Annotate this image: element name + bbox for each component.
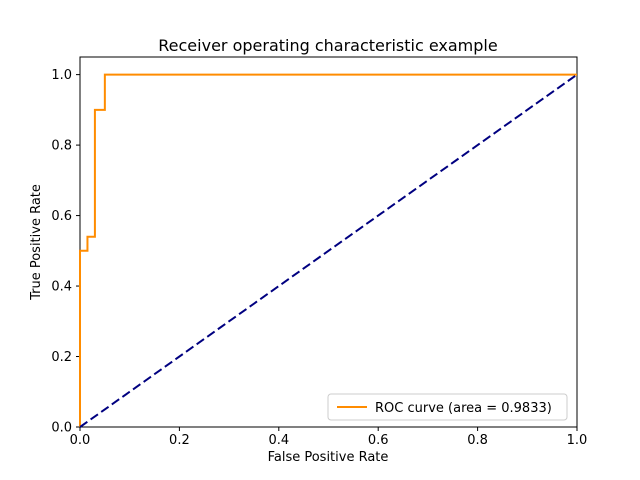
x-axis-label: False Positive Rate <box>268 450 389 465</box>
x-tick-label: 1.0 <box>567 433 588 448</box>
x-tick-label: 0.0 <box>70 433 91 448</box>
plot-area: 0.0 0.2 0.4 0.6 0.8 1.0 0.0 0.2 0.4 0.6 0.8 1.0 <box>51 56 588 448</box>
legend: ROC curve (area = 0.9833) <box>327 393 568 421</box>
y-tick-label: 0.8 <box>51 139 72 154</box>
x-tick-label: 0.2 <box>169 433 190 448</box>
plot-frame <box>79 56 578 428</box>
legend-frame <box>327 393 568 421</box>
x-tick-label: 0.8 <box>467 433 488 448</box>
y-tick-label: 0.6 <box>51 209 72 224</box>
y-axis-label: True Positive Rate <box>29 184 44 301</box>
legend-label: ROC curve (area = 0.9833) <box>375 401 552 416</box>
y-tick-label: 0.4 <box>51 280 72 295</box>
series-chance-diagonal <box>79 73 578 428</box>
series-roc-curve <box>79 73 577 427</box>
y-tick-label: 1.0 <box>51 68 72 83</box>
y-tick-label: 0.0 <box>51 421 72 436</box>
x-tick-label: 0.6 <box>368 433 389 448</box>
y-tick-label: 0.2 <box>51 350 72 365</box>
chart-title: Receiver operating characteristic exampl… <box>158 36 497 55</box>
x-tick-label: 0.4 <box>268 433 289 448</box>
